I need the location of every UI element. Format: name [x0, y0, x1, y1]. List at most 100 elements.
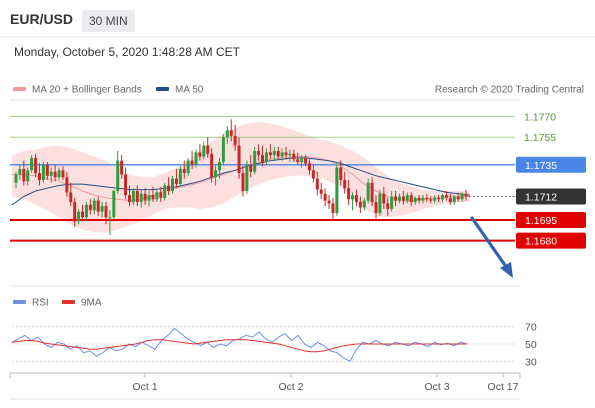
rsi-tick-label-50: 50 — [525, 339, 537, 351]
candle-body — [45, 164, 49, 176]
candle-body — [253, 151, 257, 172]
rsi-ma-legend-label: 9MA — [81, 298, 102, 309]
candle-body — [131, 191, 135, 203]
candle-body — [441, 195, 445, 200]
candle-body — [347, 188, 351, 200]
rsi-panel: 70 50 30 — [11, 322, 537, 368]
candle-body — [323, 193, 327, 201]
candle-body — [284, 152, 288, 156]
candle-body — [390, 196, 394, 209]
candle-body — [49, 171, 53, 176]
x-tick-label-1: Oct 2 — [278, 381, 303, 393]
rsi-legend-label: RSI — [32, 298, 49, 309]
candle-body — [292, 153, 296, 160]
candle-body — [202, 145, 206, 157]
timeframe-badge[interactable]: 30 MIN — [82, 10, 135, 32]
candle-body — [429, 199, 433, 201]
candle-body — [386, 203, 390, 209]
candle-body — [108, 217, 112, 219]
ma50-line — [11, 157, 471, 206]
candle-body — [198, 152, 202, 157]
x-tick-label-0: Oct 1 — [132, 381, 157, 393]
forecast-arrow-head — [500, 262, 513, 278]
candle-body — [401, 196, 405, 201]
candle-body — [358, 202, 362, 208]
candle-body — [280, 152, 284, 157]
candle-body — [276, 151, 280, 157]
candle-body — [65, 177, 69, 193]
candle-body — [331, 203, 335, 214]
candle-body — [241, 173, 245, 191]
candle-body — [116, 160, 120, 191]
candle-body — [433, 197, 437, 201]
current-price-text: 1.1712 — [525, 192, 557, 204]
candle-body — [217, 162, 221, 171]
candle-body — [182, 168, 186, 174]
candle-body — [366, 182, 370, 201]
rsi-line — [11, 327, 468, 362]
candle-body — [249, 164, 253, 172]
candle-body — [22, 168, 26, 182]
x-tick-label-2: Oct 3 — [424, 381, 449, 393]
moving-averages — [11, 156, 471, 206]
candle-body — [362, 200, 366, 208]
candle-body — [206, 145, 210, 154]
candle-body — [124, 174, 128, 196]
rsi-legend: RSI 9MA — [13, 298, 102, 309]
candle-body — [171, 178, 175, 191]
candle-body — [437, 197, 441, 200]
candle-body — [61, 170, 65, 178]
candle-body — [257, 151, 261, 156]
level-labels: 1.1770 1.1755 1.1735 1.1695 1.1680 1.1712 — [469, 112, 586, 249]
level-label-1.1755: 1.1755 — [524, 132, 556, 144]
chart-header: EUR/USD 30 MIN — [0, 0, 595, 40]
forecast-arrow — [470, 216, 513, 278]
candle-body — [30, 157, 34, 171]
candle-body — [147, 195, 151, 201]
candle-body — [335, 167, 339, 214]
candle-body — [88, 204, 92, 211]
candle-body — [151, 195, 155, 200]
candle-body — [41, 164, 45, 180]
ma50-legend-swatch — [156, 87, 169, 91]
candle-body — [354, 195, 358, 203]
candle-body — [307, 163, 311, 171]
candle-body — [425, 197, 429, 200]
forecast-arrow-shaft — [470, 216, 509, 270]
candle-body — [261, 155, 265, 163]
candle-body — [456, 196, 460, 200]
candle-body — [409, 195, 413, 203]
price-legend: MA 20 + Bollinger Bands MA 50 Research ©… — [13, 85, 584, 96]
candle-body — [163, 185, 167, 198]
candle-body — [178, 168, 182, 185]
candle-body — [155, 192, 159, 200]
candle-body — [112, 191, 116, 218]
candle-body — [14, 174, 18, 183]
candle-body — [139, 193, 143, 203]
x-tick-label-3: Oct 17 — [488, 381, 519, 393]
ma50-legend-label: MA 50 — [175, 85, 204, 96]
candle-body — [351, 195, 355, 200]
candle-body — [237, 145, 241, 174]
research-credit: Research © 2020 Trading Central — [435, 85, 584, 96]
candle-body — [382, 193, 386, 204]
report-datetime: Monday, October 5, 2020 1:48:28 AM CET — [14, 45, 240, 59]
candle-body — [421, 197, 425, 201]
candle-body — [69, 192, 73, 203]
current-price-badge — [516, 188, 586, 205]
candle-body — [413, 197, 417, 203]
candle-body — [319, 189, 323, 194]
candle-body — [296, 159, 300, 163]
candle-body — [374, 202, 378, 214]
candle-body — [214, 170, 218, 178]
candle-body — [96, 200, 100, 212]
candle-body — [167, 185, 171, 191]
candle-body — [397, 196, 401, 201]
candle-body — [73, 202, 77, 222]
rsi-tick-label-30: 30 — [525, 356, 537, 368]
candle-body — [245, 164, 249, 191]
candle-body — [327, 200, 331, 204]
candle-body — [405, 195, 409, 201]
rsi-ma-legend-swatch — [62, 300, 75, 304]
